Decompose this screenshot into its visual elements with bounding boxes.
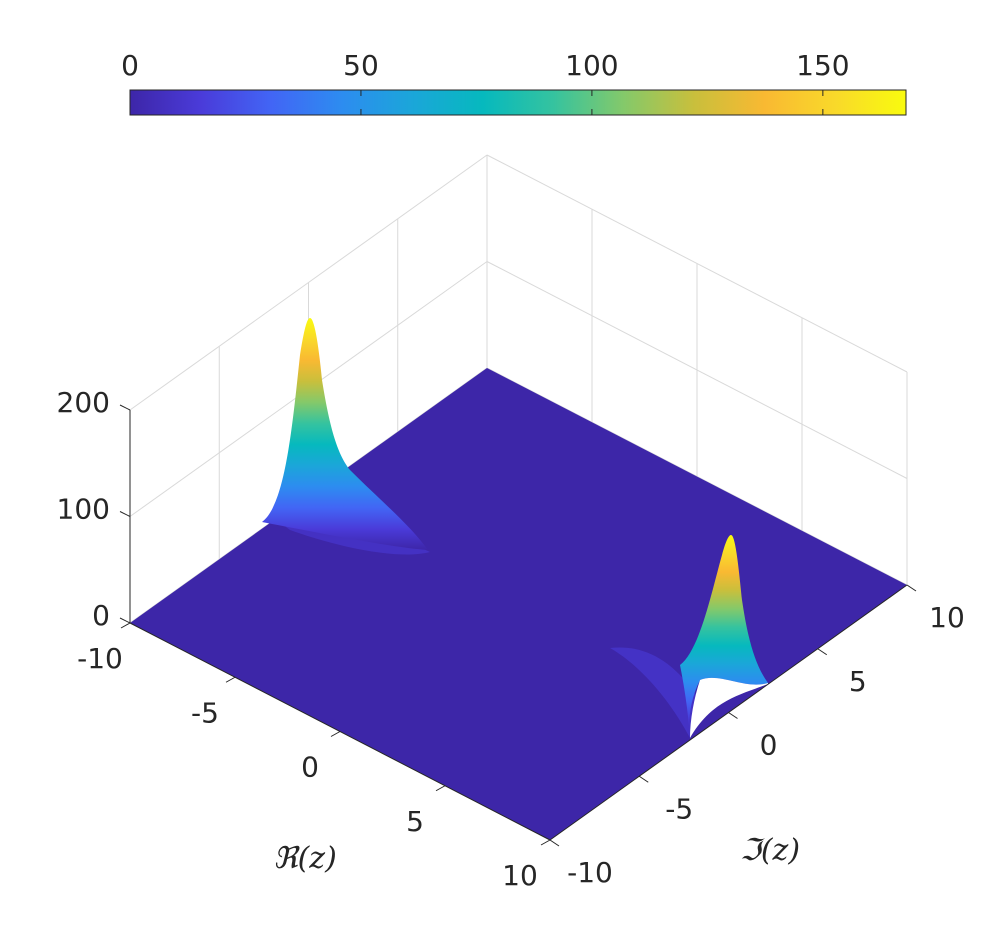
imag-tick-label: 5	[849, 665, 867, 698]
z-tick-label: 0	[92, 599, 110, 632]
colorbar-tick-label: 150	[796, 49, 849, 82]
z-tick-mark	[119, 404, 131, 411]
imag-tick-mark	[549, 839, 560, 847]
real-tick-label: 0	[301, 751, 319, 784]
real-tick-label: -5	[191, 696, 219, 729]
colorbar-gradient	[129, 89, 907, 116]
colorbar-tick-label: 50	[343, 49, 379, 82]
z-tick-label: 200	[57, 386, 110, 419]
imag-tick-mark	[728, 712, 738, 719]
peak-right-gap	[690, 677, 768, 738]
surface-peak-left	[262, 318, 430, 555]
grid-line	[486, 261, 908, 479]
imag-axis-ticks: -10 -5 0 5 10	[549, 584, 965, 889]
real-axis-ticks: -10 -5 0 5 10	[77, 622, 551, 892]
colorbar-tick-label: 0	[121, 49, 139, 82]
imag-tick-label: 10	[929, 601, 965, 634]
peak-right-body	[680, 535, 768, 738]
imag-tick-mark	[906, 584, 917, 592]
z-tick-mark	[119, 511, 131, 517]
real-tick-mark	[330, 731, 341, 737]
imag-tick-mark	[817, 648, 828, 656]
imag-tick-mark	[638, 775, 649, 783]
imag-tick-label: 0	[760, 729, 778, 762]
z-tick-label: 100	[57, 493, 110, 526]
imag-tick-label: -10	[567, 856, 613, 889]
imag-tick-label: -5	[665, 792, 693, 825]
real-tick-label: 10	[502, 859, 538, 892]
colorbar-tick-label: 100	[565, 49, 618, 82]
colorbar-ticks: 0 50 100 150	[121, 49, 850, 115]
surface-peak-right	[610, 535, 768, 738]
imag-axis-label: ℑ(z)	[740, 833, 800, 868]
real-tick-mark	[225, 676, 236, 683]
real-tick-label: -10	[77, 642, 123, 675]
real-tick-mark	[540, 839, 551, 846]
real-tick-label: 5	[406, 805, 424, 838]
peak-left-body	[262, 318, 428, 550]
surface-floor	[130, 368, 907, 840]
colorbar: 0 50 100 150	[121, 49, 907, 116]
grid-line	[486, 154, 908, 373]
z-axis-ticks: 0 100 200	[57, 386, 131, 632]
real-tick-mark	[120, 622, 131, 629]
z-tick-mark	[119, 617, 131, 624]
peak-right-shadow	[610, 647, 700, 738]
real-tick-mark	[435, 785, 446, 792]
real-axis-label: ℜ(z)	[273, 841, 337, 876]
grid-line	[129, 154, 488, 411]
